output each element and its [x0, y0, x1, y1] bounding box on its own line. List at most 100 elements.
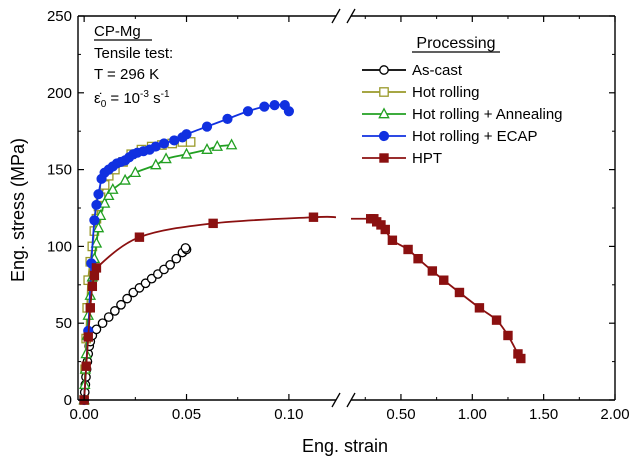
legend: Processing As-cast Hot rolling Hot rolling …	[362, 35, 563, 167]
data-point	[413, 253, 423, 264]
data-point	[103, 312, 114, 322]
data-point	[93, 189, 104, 200]
data-point	[269, 99, 280, 111]
data-point	[185, 137, 196, 147]
info-material: CP-Mg	[94, 23, 141, 40]
legend-entry: HPT	[362, 150, 442, 167]
x-tick-label: 2.00	[600, 406, 629, 423]
x-tick-label: 0.10	[274, 406, 303, 423]
y-tick-label: 50	[55, 315, 72, 332]
legend-entry: Hot rolling + Annealing	[362, 106, 563, 123]
data-point	[201, 143, 213, 154]
y-tick-label: 100	[47, 238, 72, 255]
data-point	[150, 158, 162, 170]
tick-labels: 0 50 100 150 200 250 0.00 0.05 0.10 0.50 1.00 1.50 2…	[47, 8, 630, 423]
data-point	[208, 218, 218, 229]
data-point	[158, 138, 170, 149]
data-point	[180, 147, 193, 159]
y-tick-label: 250	[47, 8, 72, 25]
legend-label: Hot rolling + Annealing	[412, 106, 563, 123]
data-point	[283, 106, 295, 117]
data-point	[474, 303, 485, 313]
data-point	[516, 353, 526, 364]
data-point	[91, 199, 102, 211]
data-point	[89, 270, 100, 281]
data-point	[90, 236, 103, 248]
info-strain-rate: ε̇0 = 10-3 s-1	[94, 89, 170, 110]
plot-series	[78, 99, 526, 406]
axis-break-mark	[331, 392, 341, 408]
data-point	[439, 275, 449, 285]
data-point	[87, 281, 98, 292]
x-axis-title: Eng. strain	[302, 436, 388, 456]
data-point	[491, 315, 502, 325]
data-point	[308, 212, 319, 222]
x-tick-label: 0.00	[70, 406, 99, 423]
y-tick-label: 200	[47, 85, 72, 102]
data-point	[122, 293, 132, 304]
data-point	[116, 299, 126, 310]
data-point	[503, 330, 513, 341]
data-point	[181, 129, 192, 140]
data-point	[222, 113, 233, 125]
axis-break-mark	[346, 392, 356, 408]
axis-break-mark	[346, 8, 356, 24]
legend-swatch-marker	[379, 153, 389, 163]
series-line	[351, 217, 522, 360]
data-point	[110, 306, 120, 316]
legend-entry: As-cast	[362, 62, 463, 79]
data-point	[225, 138, 238, 150]
data-point	[91, 263, 102, 273]
data-point	[102, 189, 115, 201]
series-hpt	[79, 212, 526, 405]
data-point	[259, 101, 270, 112]
legend-swatch-marker	[379, 65, 389, 75]
info-test-type: Tensile test:	[94, 45, 173, 62]
data-point	[454, 287, 465, 298]
data-point	[403, 244, 413, 255]
legend-label: Hot rolling + ECAP	[412, 128, 537, 145]
y-tick-label: 150	[47, 162, 72, 179]
axis-break-mark	[331, 8, 341, 24]
legend-entry: Hot rolling	[362, 84, 480, 101]
data-point	[83, 332, 93, 342]
data-point	[107, 182, 119, 194]
axes	[77, 8, 616, 408]
data-point	[427, 266, 438, 276]
legend-swatch-marker	[378, 107, 390, 119]
legend-title: Processing	[416, 35, 495, 52]
legend-swatch-marker	[378, 130, 390, 142]
data-point	[129, 166, 142, 178]
data-point	[380, 224, 390, 235]
x-tick-label: 0.50	[386, 406, 415, 423]
info-box: CP-Mg Tensile test: T = 296 K ε̇0 = 10-3…	[94, 23, 173, 110]
legend-label: Hot rolling	[412, 84, 480, 101]
legend-entry: Hot rolling + ECAP	[362, 128, 537, 145]
x-tick-label: 1.50	[529, 406, 558, 423]
x-tick-label: 1.00	[458, 406, 487, 423]
legend-swatch-marker	[379, 87, 389, 97]
data-point	[92, 221, 105, 233]
data-point	[171, 253, 182, 264]
y-tick-label: 0	[64, 392, 72, 409]
y-axis-title: Eng. stress (MPa)	[8, 138, 28, 282]
legend-label: As-cast	[412, 62, 463, 79]
legend-label: HPT	[412, 150, 442, 167]
data-point	[89, 215, 100, 226]
data-point	[180, 243, 191, 253]
data-point	[134, 232, 145, 242]
data-point	[242, 106, 254, 117]
data-point	[387, 235, 398, 245]
x-tick-label: 0.05	[172, 406, 201, 423]
data-point	[211, 139, 224, 151]
data-point	[119, 173, 131, 185]
data-point	[201, 121, 213, 132]
data-point	[97, 318, 108, 329]
data-point	[165, 259, 175, 270]
data-point	[85, 303, 95, 313]
data-point	[81, 361, 91, 371]
info-temperature: T = 296 K	[94, 66, 159, 83]
data-point	[160, 152, 172, 164]
